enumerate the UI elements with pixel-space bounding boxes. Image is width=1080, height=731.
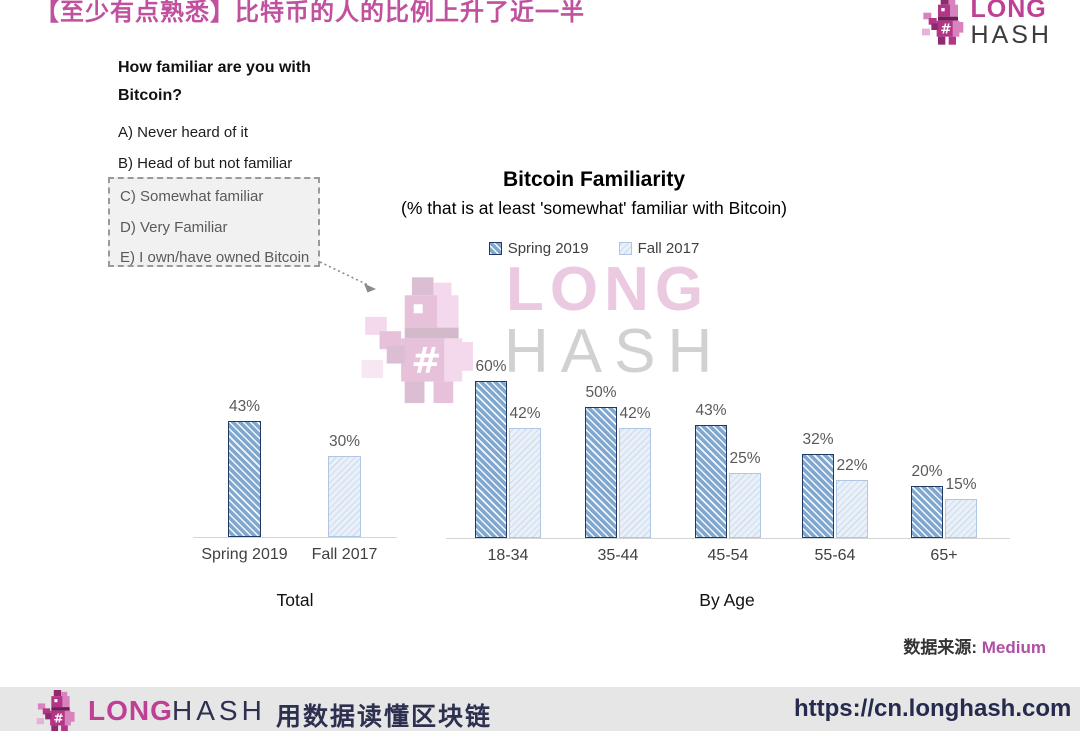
bar-fall-2017 [328, 456, 361, 537]
bar-fall-2017 [836, 480, 868, 538]
bar-spring-2019 [585, 407, 617, 538]
survey-question: How familiar are you with Bitcoin? [118, 59, 311, 104]
x-axis-total [193, 536, 397, 538]
logo-hash-text: HASH [970, 21, 1052, 49]
logo-long-text: LONG [970, 0, 1047, 23]
callout-arrow-icon [319, 261, 376, 293]
bar-spring-2019 [228, 421, 261, 537]
bar-fall-2017 [509, 428, 541, 538]
footer-long-text: LONG [88, 695, 173, 726]
data-source-line: 数据来源: Medium [903, 633, 1046, 658]
chart-subtitle: (% that is at least 'somewhat' familiar … [401, 198, 787, 218]
data-source-label: 数据来源: [903, 638, 978, 657]
bar-value-label: 25% [729, 450, 761, 467]
chart-legend: Spring 2019 Fall 2017 [394, 240, 794, 257]
survey-option-b: B) Head of but not familiar [118, 155, 293, 172]
by-age-caption: By Age [699, 590, 755, 610]
legend-item-spring-2019: Spring 2019 [488, 240, 589, 257]
category-label: 35-44 [597, 547, 639, 564]
category-label: Spring 2019 [201, 546, 288, 563]
legend-item-fall-2017: Fall 2017 [618, 240, 700, 257]
bar-value-label: 60% [475, 358, 507, 375]
bar-value-label: 43% [695, 402, 727, 419]
survey-option-c: C) Somewhat familiar [120, 188, 264, 205]
x-axis-by-age [446, 537, 1010, 539]
bar-value-label: 50% [585, 384, 617, 401]
bar-value-label: 20% [911, 463, 943, 480]
data-source-link[interactable]: Medium [981, 638, 1046, 657]
longhash-logo: LONG HASH [917, 0, 1052, 48]
footer-tagline: 用数据读懂区块链 [276, 703, 493, 731]
category-label: 65+ [930, 547, 958, 564]
survey-option-e: E) I own/have owned Bitcoin [120, 249, 310, 266]
bar-spring-2019 [695, 425, 727, 538]
footer-hash-text: HASH [172, 695, 266, 726]
total-chart-panel: 43% Spring 2019 30% Fall 2017 [193, 300, 397, 563]
survey-option-d: D) Very Familiar [120, 219, 228, 236]
bar-fall-2017 [729, 473, 761, 538]
by-age-chart-panel: 60% 42% 18-34 50% 42% 35-44 43% 25% 45-54 32% 22% 5… [446, 299, 1010, 564]
bar-value-label: 22% [836, 457, 868, 474]
footer-bar: LONG HASH 用数据读懂区块链 https://cn.longhash.c… [0, 687, 1080, 731]
chart-title: Bitcoin Familiarity [502, 168, 686, 191]
category-label: 45-54 [707, 547, 749, 564]
logo-wordmark: LONG HASH [971, 0, 1052, 48]
highlighted-options-box: C) Somewhat familiar D) Very Familiar E)… [108, 177, 320, 267]
category-label: 18-34 [487, 547, 529, 564]
bar-value-label: 42% [619, 405, 651, 422]
bar-value-label: 42% [509, 405, 541, 422]
longhash-robot-icon [36, 690, 75, 731]
bar-value-label: 32% [802, 431, 834, 448]
category-label: 55-64 [814, 547, 856, 564]
footer-url-link[interactable]: https://cn.longhash.com [794, 695, 1072, 722]
category-label: Fall 2017 [311, 546, 378, 563]
legend-swatch-fall [618, 242, 632, 255]
bar-value-label: 15% [945, 476, 977, 493]
survey-option-a: A) Never heard of it [118, 124, 249, 141]
bar-spring-2019 [802, 454, 834, 538]
legend-swatch-spring [488, 242, 502, 255]
total-caption: Total [276, 590, 314, 610]
bar-value-label: 43% [228, 398, 261, 415]
page-title: 【至少有点熟悉】比特币的人的比例上升了近一半 [35, 0, 585, 26]
legend-label-spring: Spring 2019 [507, 240, 589, 257]
bar-spring-2019 [911, 486, 943, 538]
bar-value-label: 30% [328, 433, 361, 450]
longhash-robot-icon [921, 0, 963, 45]
legend-label-fall: Fall 2017 [637, 240, 700, 257]
bar-spring-2019 [475, 381, 507, 538]
bar-fall-2017 [619, 428, 651, 538]
bar-fall-2017 [945, 499, 977, 538]
